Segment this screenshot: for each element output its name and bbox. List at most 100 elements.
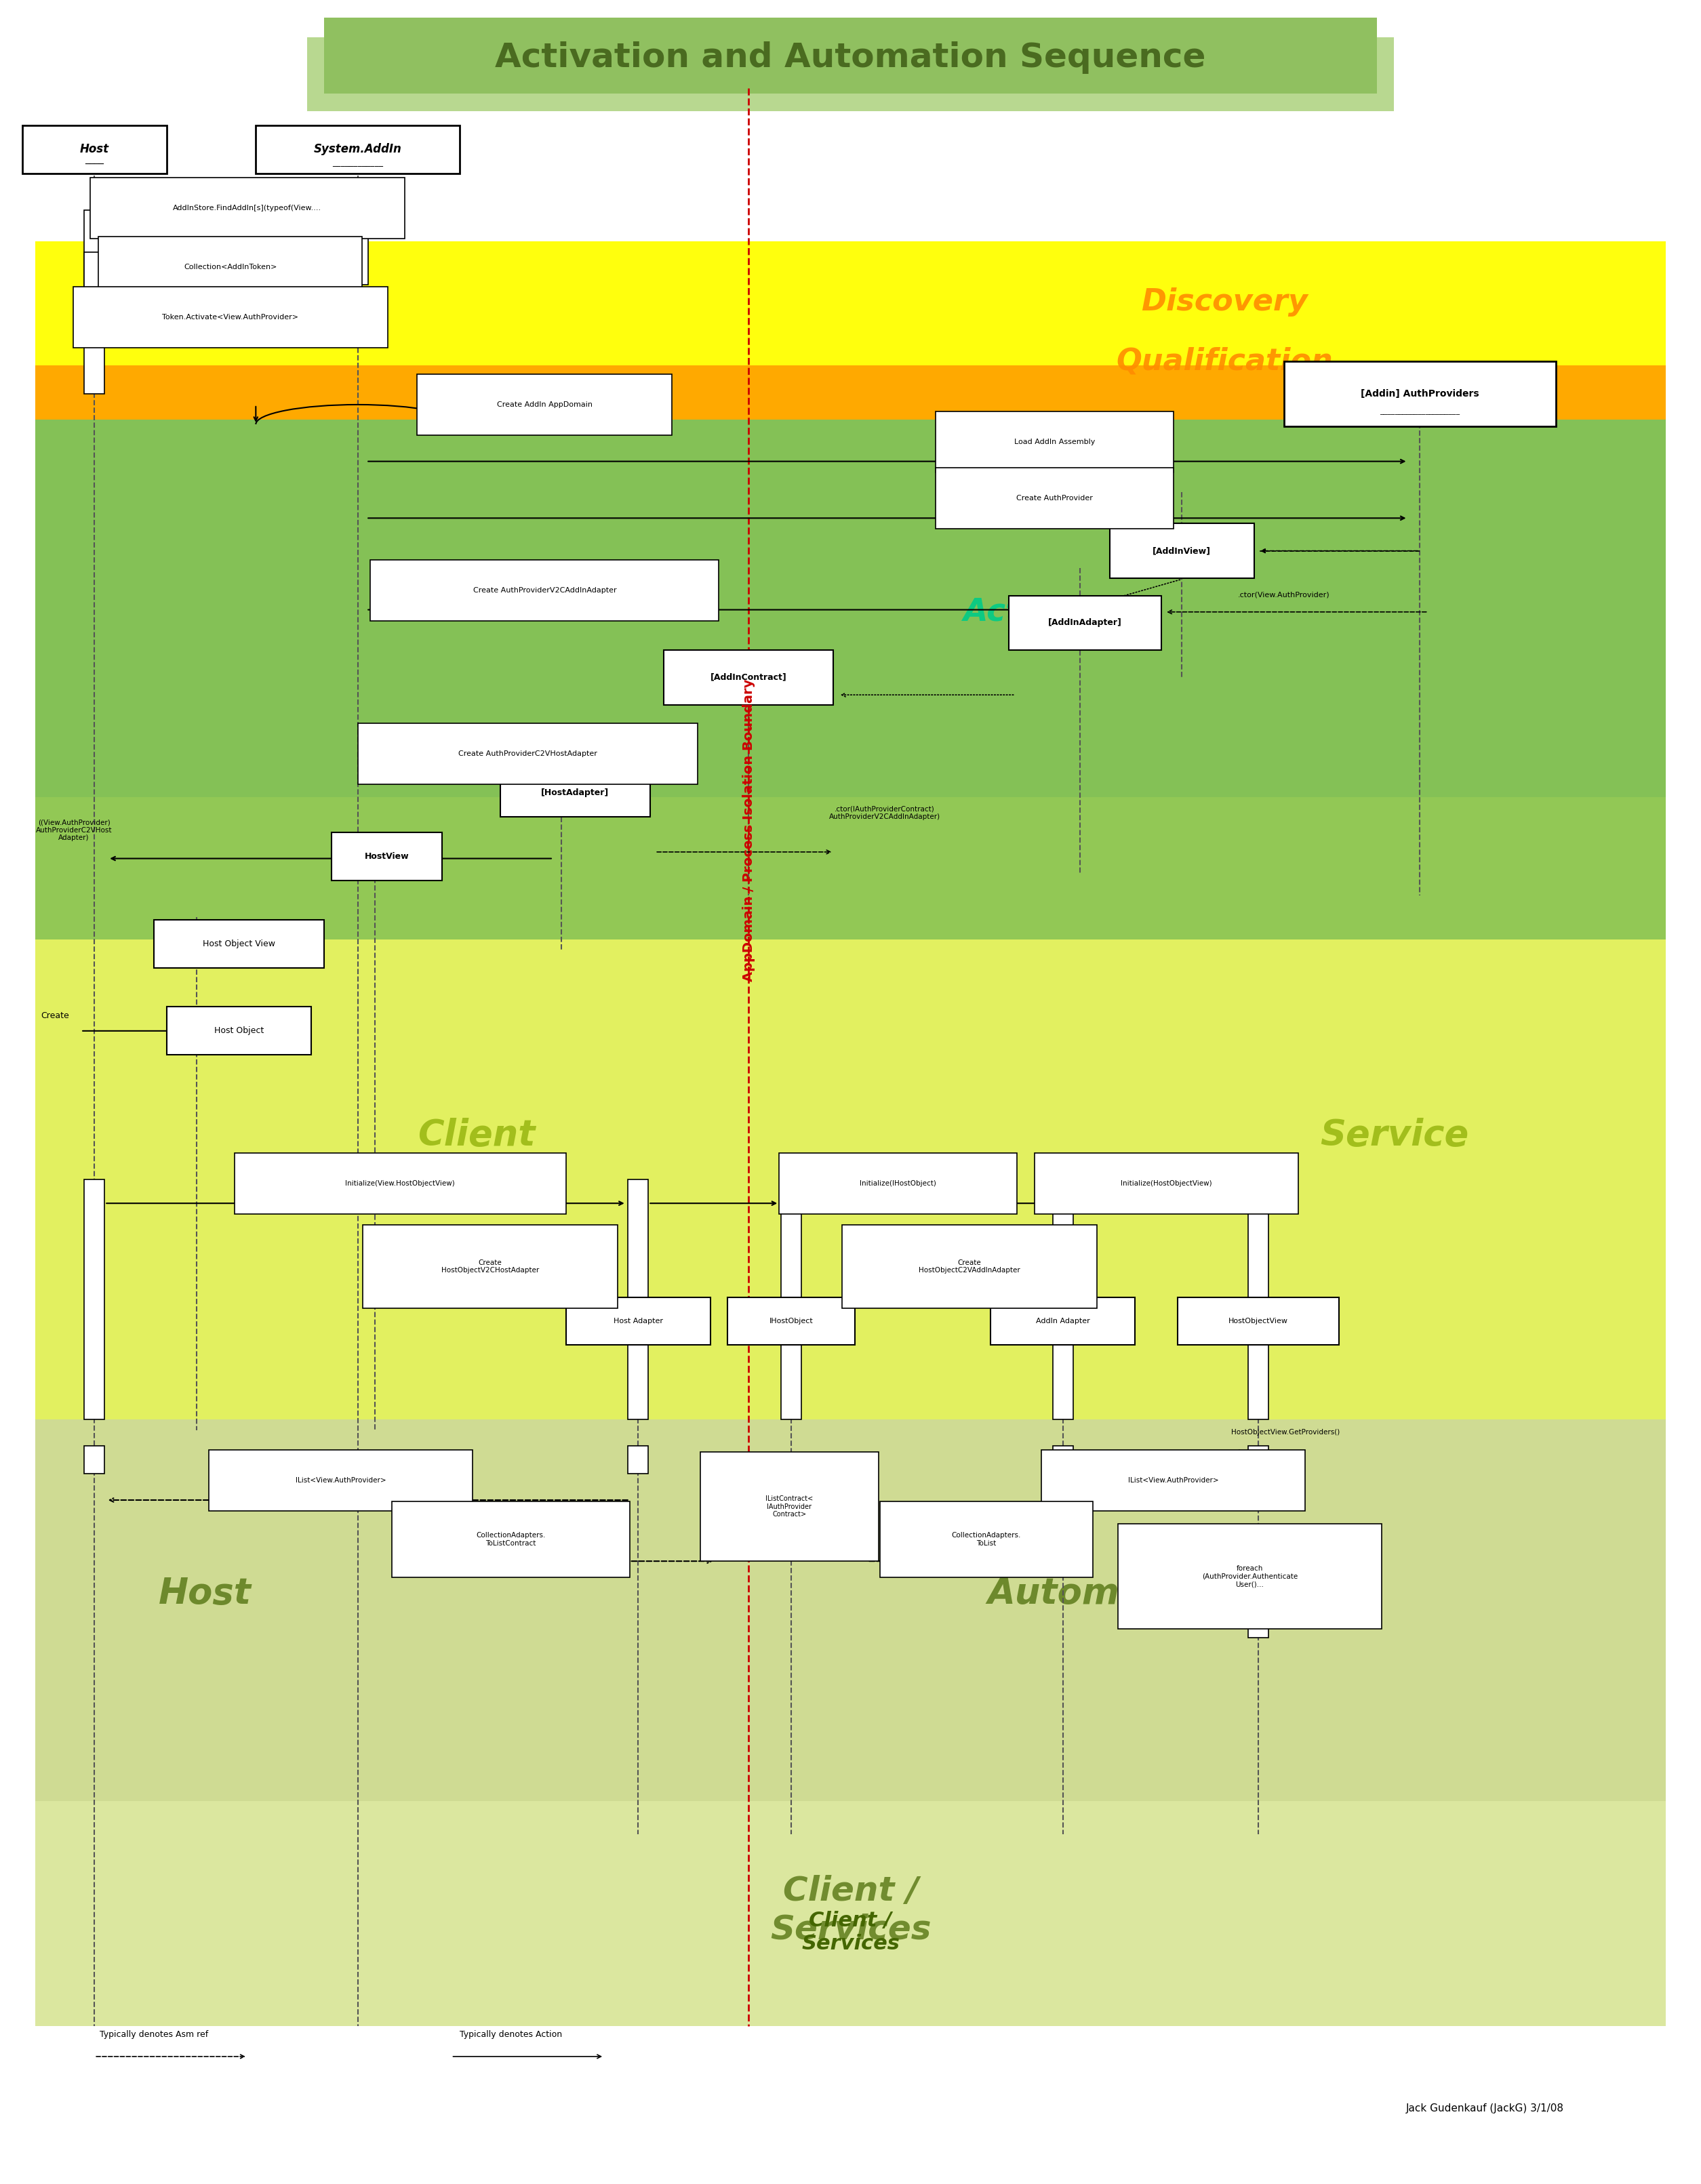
Text: Initialize(IHostObject): Initialize(IHostObject) (859, 1179, 936, 1188)
Text: HostObjectView: HostObjectView (1228, 1317, 1288, 1324)
Text: Load AddIn Assembly: Load AddIn Assembly (1014, 439, 1095, 446)
FancyBboxPatch shape (36, 365, 1665, 419)
Text: Typically denotes Asm ref: Typically denotes Asm ref (100, 2031, 208, 2040)
FancyBboxPatch shape (936, 467, 1174, 529)
Text: Create
HostObjectC2VAddInAdapter: Create HostObjectC2VAddInAdapter (919, 1260, 1021, 1273)
FancyBboxPatch shape (1249, 1590, 1269, 1638)
Text: [AddInView]: [AddInView] (1153, 546, 1211, 555)
Text: Host Object: Host Object (214, 1026, 264, 1035)
FancyBboxPatch shape (566, 1297, 711, 1345)
Text: [Addin] AuthProviders: [Addin] AuthProviders (1361, 389, 1478, 397)
Text: foreach
(AuthProvider.Authenticate
User()...: foreach (AuthProvider.Authenticate User(… (1203, 1566, 1298, 1588)
Text: CollectionAdapters.
ToListContract: CollectionAdapters. ToListContract (476, 1531, 546, 1546)
Text: HostView: HostView (364, 852, 408, 860)
Text: HostObjectView.GetProviders(): HostObjectView.GetProviders() (1232, 1428, 1340, 1435)
Text: ____________: ____________ (332, 157, 383, 166)
Text: Initialize(HostObjectView): Initialize(HostObjectView) (1121, 1179, 1213, 1188)
Text: Token.Activate<View.AuthProvider>: Token.Activate<View.AuthProvider> (162, 314, 298, 321)
Text: Create AddIn AppDomain: Create AddIn AppDomain (497, 402, 592, 408)
Text: [AddInAdapter]: [AddInAdapter] (1048, 618, 1123, 627)
FancyBboxPatch shape (1041, 1450, 1305, 1511)
Text: Create AuthProviderC2VHostAdapter: Create AuthProviderC2VHostAdapter (458, 751, 597, 758)
Text: [HostAdapter]: [HostAdapter] (541, 788, 609, 797)
FancyBboxPatch shape (90, 177, 405, 238)
Text: ____: ____ (85, 155, 104, 166)
FancyBboxPatch shape (842, 1225, 1097, 1308)
FancyBboxPatch shape (779, 1153, 1017, 1214)
FancyBboxPatch shape (306, 37, 1395, 111)
Text: [AddInContract]: [AddInContract] (711, 673, 788, 681)
FancyBboxPatch shape (255, 124, 459, 173)
Text: Jack Gudenkauf (JackG) 3/1/08: Jack Gudenkauf (JackG) 3/1/08 (1407, 2103, 1565, 2114)
Text: ((View.AuthProvider)
AuthProviderC2VHost
Adapter): ((View.AuthProvider) AuthProviderC2VHost… (36, 819, 112, 841)
FancyBboxPatch shape (781, 1179, 801, 1420)
Text: Create
HostObjectV2CHostAdapter: Create HostObjectV2CHostAdapter (441, 1260, 539, 1273)
FancyBboxPatch shape (83, 1179, 104, 1420)
Text: Host: Host (158, 1577, 252, 1612)
FancyBboxPatch shape (36, 1420, 1665, 1802)
FancyBboxPatch shape (167, 1007, 311, 1055)
FancyBboxPatch shape (1053, 1179, 1073, 1420)
FancyBboxPatch shape (209, 1450, 473, 1511)
Text: Host Adapter: Host Adapter (614, 1317, 663, 1324)
FancyBboxPatch shape (879, 1500, 1092, 1577)
FancyBboxPatch shape (99, 236, 362, 297)
Text: .ctor(View.AuthProvider): .ctor(View.AuthProvider) (1238, 592, 1330, 598)
Text: AppDomain / Process Isolation Boundary: AppDomain / Process Isolation Boundary (742, 679, 755, 981)
FancyBboxPatch shape (1249, 1446, 1269, 1474)
FancyBboxPatch shape (628, 1446, 648, 1474)
Text: Client /
Services: Client / Services (771, 1876, 930, 1946)
Text: Client /
Services: Client / Services (801, 1911, 900, 1952)
Text: IList<View.AuthProvider>: IList<View.AuthProvider> (1128, 1476, 1218, 1483)
FancyBboxPatch shape (36, 419, 1665, 939)
FancyBboxPatch shape (1284, 360, 1556, 426)
FancyBboxPatch shape (362, 1225, 617, 1308)
FancyBboxPatch shape (357, 723, 697, 784)
Text: IListContract<
IAuthProvider
Contract>: IListContract< IAuthProvider Contract> (765, 1496, 813, 1518)
FancyBboxPatch shape (83, 251, 104, 393)
Text: Activation and Automation Sequence: Activation and Automation Sequence (495, 41, 1206, 74)
FancyBboxPatch shape (1249, 1179, 1269, 1420)
FancyBboxPatch shape (1177, 1297, 1339, 1345)
Text: Create AuthProvider: Create AuthProvider (1015, 496, 1092, 502)
FancyBboxPatch shape (663, 651, 833, 705)
FancyBboxPatch shape (1034, 1153, 1298, 1214)
Text: Automation: Automation (988, 1577, 1223, 1612)
Text: IList<View.AuthProvider>: IList<View.AuthProvider> (296, 1476, 386, 1483)
FancyBboxPatch shape (728, 1297, 854, 1345)
Text: .ctor(IAuthProviderContract)
AuthProviderV2CAddInAdapter): .ctor(IAuthProviderContract) AuthProvide… (828, 806, 941, 819)
Text: CollectionAdapters.
ToList: CollectionAdapters. ToList (953, 1531, 1021, 1546)
FancyBboxPatch shape (1109, 524, 1254, 579)
FancyBboxPatch shape (628, 1179, 648, 1420)
FancyBboxPatch shape (22, 124, 167, 173)
FancyBboxPatch shape (235, 1153, 566, 1214)
FancyBboxPatch shape (73, 286, 388, 347)
FancyBboxPatch shape (417, 373, 672, 435)
FancyBboxPatch shape (1118, 1524, 1381, 1629)
FancyBboxPatch shape (701, 1452, 878, 1562)
FancyBboxPatch shape (936, 411, 1174, 472)
FancyBboxPatch shape (371, 559, 720, 620)
FancyBboxPatch shape (391, 1500, 629, 1577)
Text: Client: Client (418, 1118, 536, 1153)
FancyBboxPatch shape (323, 17, 1378, 94)
FancyBboxPatch shape (990, 1297, 1135, 1345)
Text: IHostObject: IHostObject (769, 1317, 813, 1324)
Text: Create: Create (41, 1011, 70, 1020)
FancyBboxPatch shape (500, 769, 650, 817)
Text: Service: Service (1320, 1118, 1468, 1153)
Text: AddIn Adapter: AddIn Adapter (1036, 1317, 1090, 1324)
FancyBboxPatch shape (1053, 1446, 1073, 1474)
Text: Activation: Activation (963, 596, 1146, 627)
FancyBboxPatch shape (83, 1446, 104, 1474)
Text: Collection<AddInToken>: Collection<AddInToken> (184, 264, 277, 271)
FancyBboxPatch shape (1009, 596, 1162, 651)
FancyBboxPatch shape (347, 218, 367, 284)
FancyBboxPatch shape (332, 832, 442, 880)
Text: System.AddIn: System.AddIn (313, 144, 401, 155)
FancyBboxPatch shape (83, 210, 104, 332)
Text: Host: Host (80, 144, 109, 155)
FancyBboxPatch shape (36, 797, 1665, 939)
Text: Host Object View: Host Object View (202, 939, 276, 948)
FancyBboxPatch shape (36, 240, 1665, 419)
